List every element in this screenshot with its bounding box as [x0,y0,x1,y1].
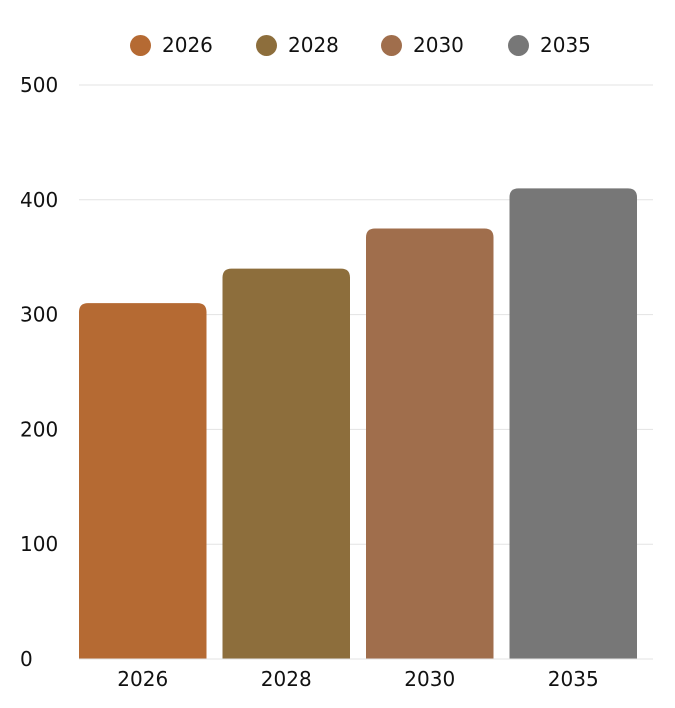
legend-marker [256,34,277,56]
legend-item-2035[interactable]: 2035 [508,31,591,59]
y-tick-label: 200 [20,417,58,441]
legend-item-2028[interactable]: 2028 [256,31,339,59]
legend-label: 2028 [288,33,339,57]
y-tick-label: 100 [20,532,58,556]
chart-legend: 2026 2028 2030 2035 [0,31,675,59]
legend-marker [508,34,529,56]
x-tick-label: 2035 [548,667,599,691]
x-tick-label: 2026 [117,667,168,691]
y-tick-label: 400 [20,188,58,212]
x-axis: 2026 2028 2030 2035 [79,658,653,691]
y-axis: 0 100 200 300 400 500 [20,73,58,671]
legend-label: 2030 [413,33,464,57]
bar-2028[interactable] [222,268,351,659]
legend-item-2030[interactable]: 2030 [381,31,464,59]
bar-2035[interactable] [509,188,638,659]
y-tick-label: 500 [20,73,58,97]
legend-item-2026[interactable]: 2026 [130,31,213,59]
legend-label: 2026 [162,33,213,57]
bar-2026[interactable] [79,303,207,659]
bar-2030[interactable] [366,228,494,660]
y-tick-label: 0 [20,647,33,671]
legend-marker [130,34,151,56]
bars [79,188,637,659]
legend-label: 2035 [540,33,591,57]
legend-marker [381,34,402,56]
x-tick-label: 2030 [404,667,455,691]
x-tick-label: 2028 [261,667,312,691]
y-tick-label: 300 [20,303,58,327]
